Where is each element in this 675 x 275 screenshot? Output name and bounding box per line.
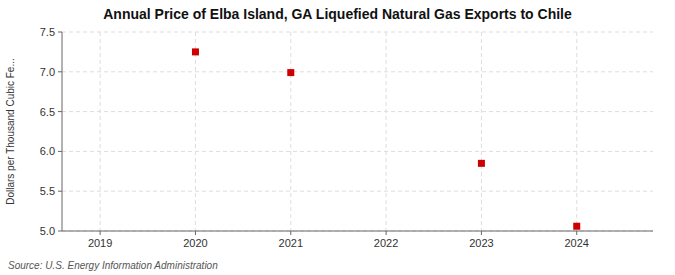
grid-line-y	[62, 32, 653, 33]
point	[192, 48, 199, 55]
point	[287, 69, 294, 76]
y-tick-label: 5.5	[40, 185, 55, 197]
grid-line-x	[195, 32, 196, 231]
grid-line-y	[62, 191, 653, 192]
grid-line-x	[576, 32, 577, 231]
y-tick	[58, 151, 62, 152]
y-axis-label: Dollars per Thousand Cubic Fe...	[5, 58, 16, 205]
grid-line-y	[62, 231, 653, 232]
x-tick-label: 2019	[88, 237, 112, 249]
title: Annual Price of Elba Island, GA Liquefie…	[103, 6, 572, 22]
grid-line-y	[62, 71, 653, 72]
y-tick	[58, 191, 62, 192]
source-note: Source: U.S. Energy Information Administ…	[8, 260, 218, 271]
y-tick	[58, 111, 62, 112]
y-tick-label: 5.0	[40, 225, 55, 237]
grid-line-x	[290, 32, 291, 231]
grid-line-x	[100, 32, 101, 231]
grid	[62, 32, 653, 231]
point	[573, 223, 580, 230]
grid-line-y	[62, 111, 653, 112]
x-tick-label: 2021	[279, 237, 303, 249]
x-tick	[481, 231, 482, 235]
y-tick	[58, 32, 62, 33]
y-tick-label: 6.5	[40, 106, 55, 118]
x-tick	[576, 231, 577, 235]
x-tick-label: 2023	[469, 237, 493, 249]
x-tick	[386, 231, 387, 235]
y-tick	[58, 231, 62, 232]
page: {"chart_data": {"type": "scatter", "titl…	[0, 0, 675, 275]
grid-line-y	[62, 151, 653, 152]
y-tick-label: 6.0	[40, 145, 55, 157]
y-tick	[58, 71, 62, 72]
grid-line-x	[386, 32, 387, 231]
y-tick-label: 7.0	[40, 66, 55, 78]
x-tick-label: 2020	[183, 237, 207, 249]
grid-line-x	[481, 32, 482, 231]
points	[192, 48, 580, 229]
x-tick-label: 2022	[374, 237, 398, 249]
x-tick	[195, 231, 196, 235]
y-tick-label: 7.5	[40, 26, 55, 38]
axes: 2019 2020 2021 2022 2023 2024 5.0 5.5 6.0 6.5 7.0 7…	[40, 26, 653, 249]
x-axis-line	[62, 231, 653, 232]
chart: 2019 2020 2021 2022 2023 2024 5.0 5.5 6.0 6.5 7.0 7…	[0, 0, 675, 275]
x-tick	[290, 231, 291, 235]
x-tick	[100, 231, 101, 235]
point	[478, 160, 485, 167]
x-tick-label: 2024	[564, 237, 588, 249]
y-axis-line	[62, 32, 63, 231]
